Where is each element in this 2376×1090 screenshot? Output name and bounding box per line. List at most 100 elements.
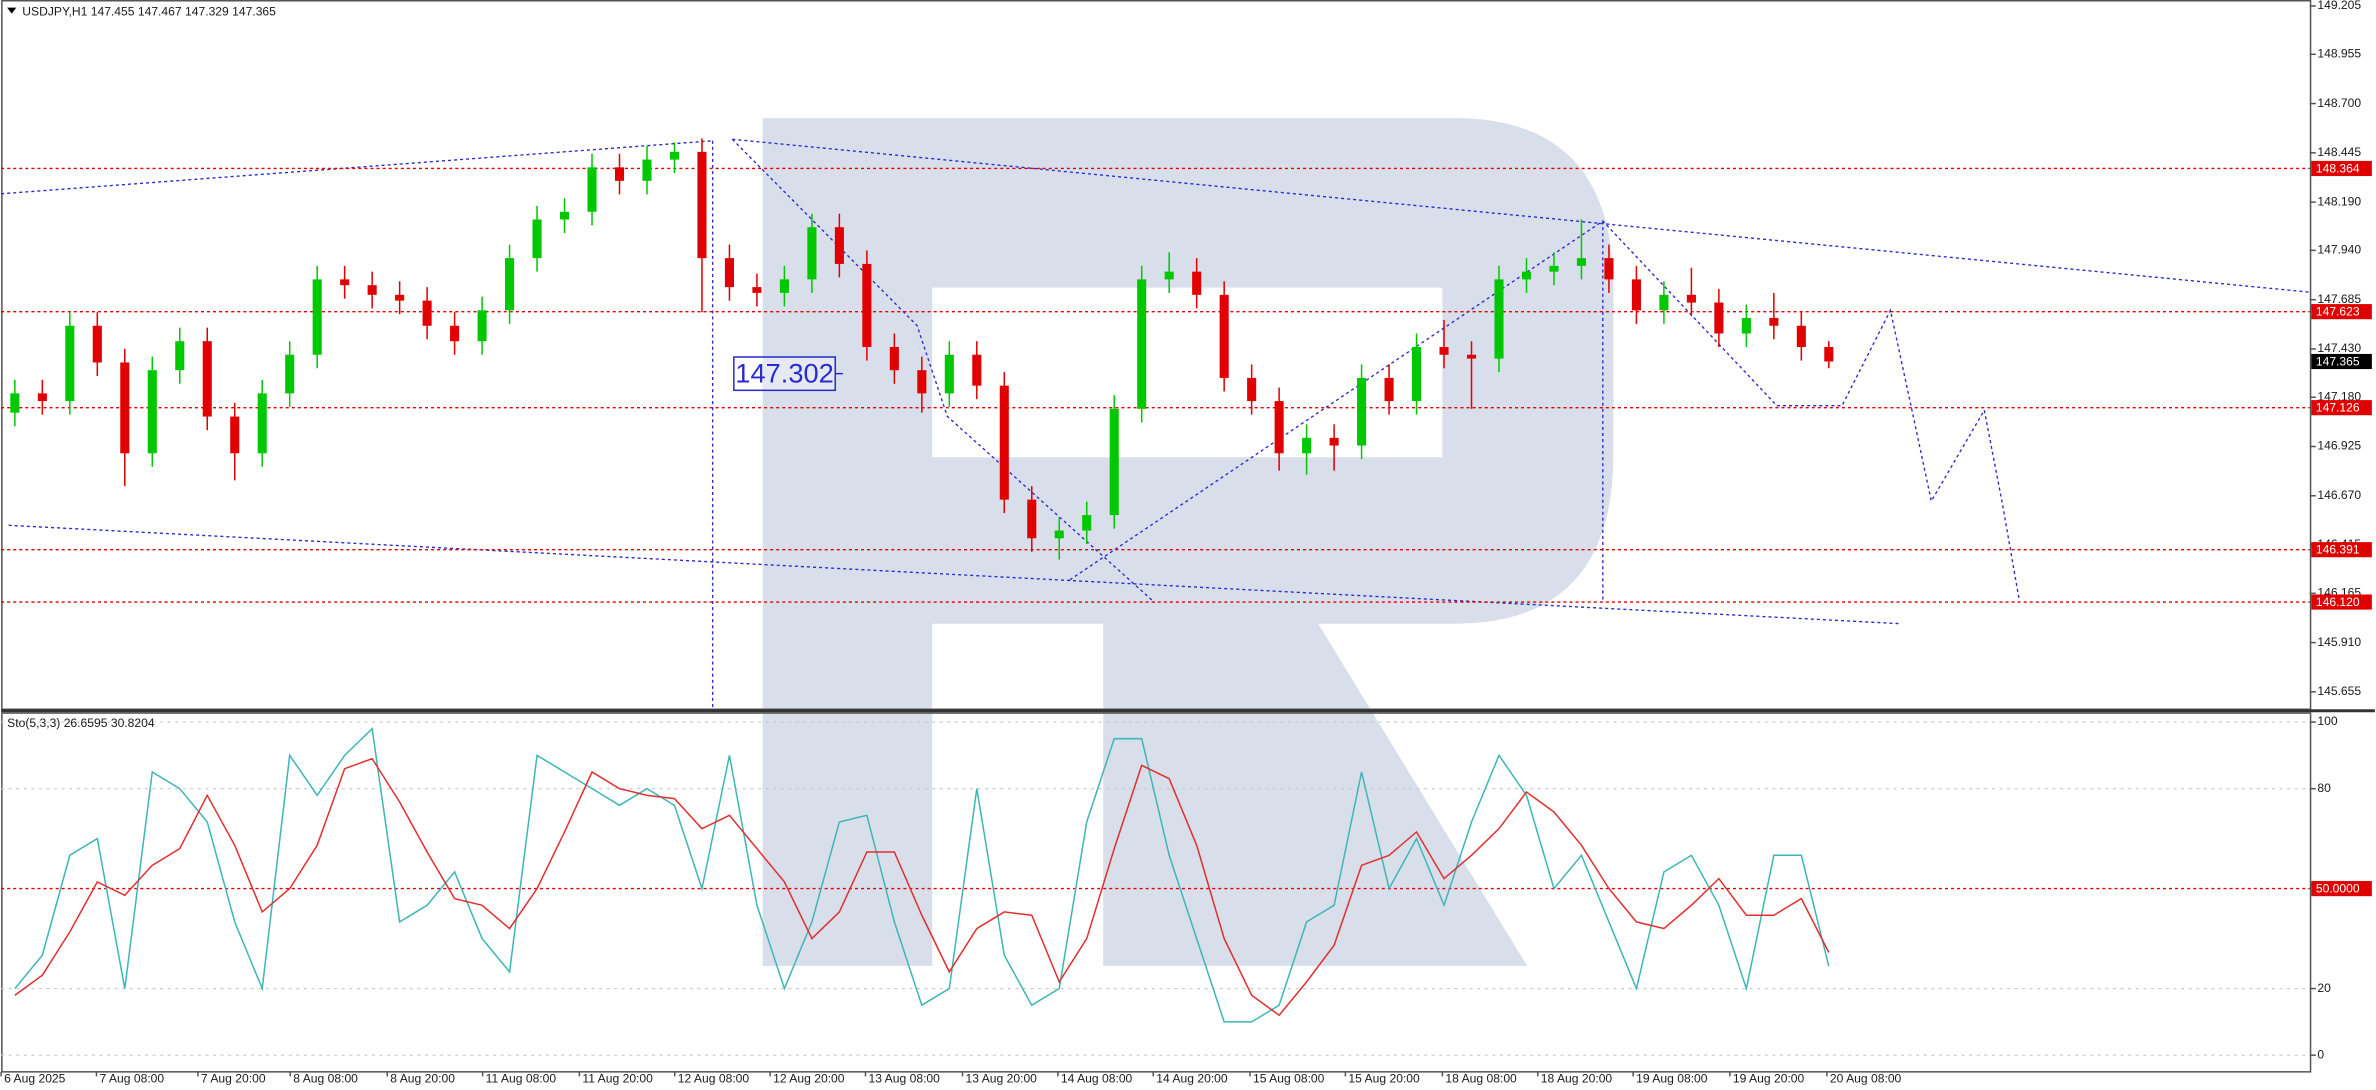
candle-body [312, 279, 322, 355]
candle-body [175, 341, 185, 371]
candle-body [807, 227, 817, 280]
level-label-box [2311, 881, 2372, 897]
level-label: 50.0000 [2316, 882, 2360, 896]
candle-body [395, 294, 405, 301]
candle-body [1659, 294, 1669, 311]
level-label-box [2311, 160, 2372, 177]
candle-body [999, 385, 1009, 500]
last-price-box [2311, 353, 2372, 370]
candle-body [1466, 354, 1477, 359]
candle-body [1824, 347, 1834, 362]
oscillator-line [14, 757, 1830, 1017]
candle-body [505, 258, 515, 311]
y-tick-label: 146.670 [2317, 488, 2361, 502]
y-tick-label: 147.180 [2317, 389, 2361, 403]
candle-body [92, 325, 102, 363]
candle-body [614, 167, 625, 181]
candle-body [834, 227, 844, 264]
y-tick-label: 100 [2317, 714, 2337, 728]
candle-body [477, 310, 487, 342]
level-label-box [2311, 542, 2372, 558]
candle-body [1714, 302, 1724, 334]
y-tick-label: 147.430 [2317, 341, 2361, 355]
candle-body [422, 300, 432, 326]
candle-body [862, 263, 872, 348]
candle-body [669, 151, 680, 160]
price-marker-label: 147.302 [735, 357, 834, 388]
candle-body [202, 341, 212, 417]
x-tick-label: 7 Aug 20:00 [201, 1072, 266, 1086]
y-tick-label: 145.655 [2317, 684, 2361, 698]
candle-body [779, 279, 789, 293]
wave-line [731, 138, 1156, 604]
x-tick-label: 15 Aug 08:00 [1253, 1072, 1325, 1086]
candle-body [1521, 271, 1532, 280]
analysis-lines [1, 138, 2310, 709]
level-label-box [2311, 304, 2372, 320]
trend-line [1, 140, 713, 195]
candle-body [1274, 401, 1284, 454]
candle-body [1192, 271, 1202, 295]
title-arrow [7, 7, 17, 14]
candle-body [1796, 325, 1806, 348]
candle-body [917, 370, 927, 394]
y-tick-label: 148.445 [2317, 145, 2361, 159]
candle-body [1769, 318, 1779, 326]
candle-body [1027, 499, 1037, 539]
candle-body [1384, 377, 1394, 402]
candle-body [1686, 294, 1696, 303]
candle-body [1302, 437, 1312, 454]
x-tick-label: 11 Aug 20:00 [582, 1072, 653, 1086]
x-tick-label: 15 Aug 20:00 [1348, 1072, 1420, 1086]
candle-body [642, 159, 652, 181]
x-tick-label: 20 Aug 08:00 [1830, 1072, 1902, 1086]
candle-body [559, 211, 570, 220]
x-tick-label: 19 Aug 20:00 [1733, 1072, 1805, 1086]
candle-body [257, 393, 267, 454]
candle-body [285, 354, 295, 394]
y-tick-label: 149.205 [2317, 0, 2361, 12]
candle-body [65, 325, 75, 402]
y-tick-label: 80 [2317, 781, 2331, 795]
candle-body [1412, 347, 1422, 402]
candle-body [1741, 318, 1751, 334]
y-tick-label: 147.940 [2317, 243, 2361, 257]
x-tick-label: 14 Aug 08:00 [1061, 1072, 1133, 1086]
candle-body [724, 258, 734, 288]
candle-body [1357, 377, 1367, 446]
x-tick-label: 8 Aug 20:00 [390, 1072, 455, 1086]
x-tick-label: 12 Aug 20:00 [773, 1072, 845, 1086]
candle-body [450, 325, 460, 342]
oscillator-line [14, 727, 1830, 1023]
trend-line [8, 524, 1902, 625]
y-tick-label: 148.190 [2317, 194, 2361, 208]
candle-body [1137, 279, 1147, 409]
y-tick-label: 145.910 [2317, 635, 2361, 649]
oscillator-panel-frame [1, 712, 2312, 1073]
candle-body [10, 393, 20, 413]
level-label-box [2311, 594, 2372, 610]
x-tick-label: 13 Aug 20:00 [966, 1072, 1038, 1086]
candle-body [889, 347, 899, 371]
candle-body [944, 354, 954, 394]
candle-body [1576, 258, 1586, 266]
x-tick-label: 13 Aug 08:00 [869, 1072, 941, 1086]
x-tick-label: 18 Aug 20:00 [1541, 1072, 1613, 1086]
candle-body [147, 370, 157, 454]
candle-body [340, 279, 350, 286]
y-tick-label: 0 [2317, 1047, 2324, 1061]
y-tick-label: 148.700 [2317, 96, 2361, 110]
level-label: 147.126 [2316, 401, 2360, 415]
last-price-label: 147.365 [2316, 354, 2360, 368]
candle-body [367, 285, 377, 295]
candle-body [697, 151, 707, 259]
y-tick-label: 146.925 [2317, 439, 2361, 453]
y-tick-label: 147.685 [2317, 292, 2361, 306]
y-tick-label: 148.955 [2317, 46, 2361, 60]
candle-body [1439, 347, 1449, 355]
x-tick-label: 7 Aug 08:00 [100, 1072, 165, 1086]
candle-body [1329, 437, 1339, 446]
candle-body [1109, 408, 1119, 516]
